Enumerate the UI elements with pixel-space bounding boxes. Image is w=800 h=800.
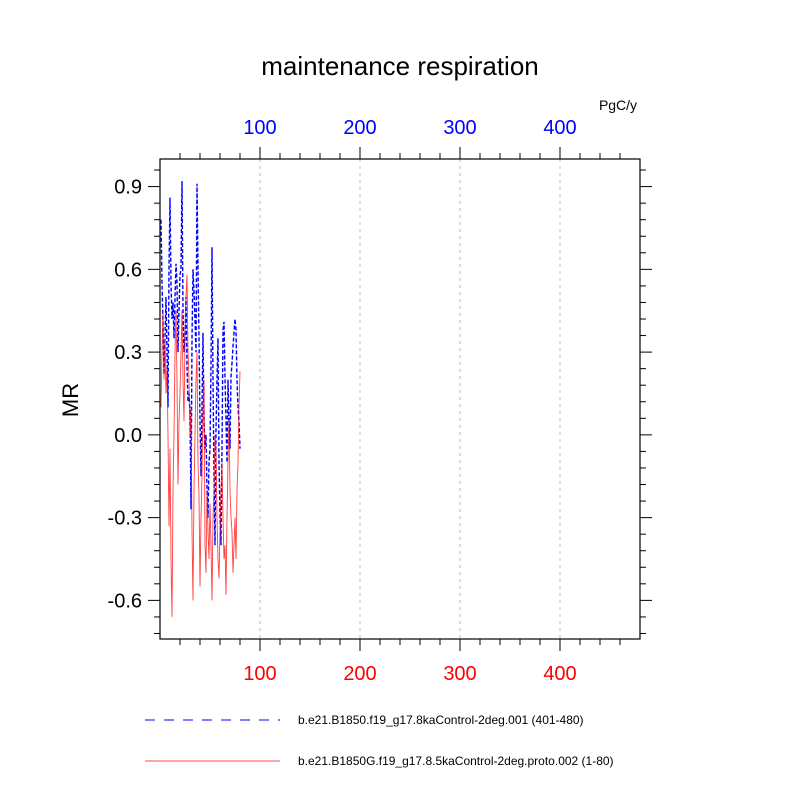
y-axis-label: MR bbox=[58, 383, 83, 417]
y-tick-label: 0.3 bbox=[114, 342, 142, 364]
plot-frame bbox=[159, 158, 641, 640]
y-tick-label: -0.6 bbox=[108, 590, 142, 612]
chart-title: maintenance respiration bbox=[261, 51, 539, 81]
x-tick-label-bottom: 400 bbox=[543, 663, 576, 685]
series-line-1 bbox=[160, 181, 241, 546]
x-tick-label-bottom: 200 bbox=[343, 663, 376, 685]
y-tick-label: -0.3 bbox=[108, 508, 142, 530]
top-axis-unit-label: PgC/y bbox=[599, 97, 637, 113]
plot-area: 100 100 200 200 300 300 400 400 -0.6 -0.3 0.0 0.3 0.… bbox=[108, 117, 652, 685]
x-tick-label-top: 100 bbox=[243, 117, 276, 139]
x-tick-label-bottom: 300 bbox=[443, 663, 476, 685]
x-tick-label-top: 300 bbox=[443, 117, 476, 139]
x-tick-label-top: 200 bbox=[343, 117, 376, 139]
y-tick-label: 0.6 bbox=[114, 259, 142, 281]
y-tick-label: 0.9 bbox=[114, 177, 142, 199]
x-tick-label-bottom: 100 bbox=[243, 663, 276, 685]
x-tick-label-top: 400 bbox=[543, 117, 576, 139]
legend-label-1: b.e21.B1850.f19_g17.8kaControl-2deg.001 … bbox=[298, 713, 584, 727]
y-tick-label: 0.0 bbox=[114, 425, 142, 447]
legend-label-2: b.e21.B1850G.f19_g17.8.5kaControl-2deg.p… bbox=[298, 754, 614, 768]
legend: b.e21.B1850.f19_g17.8kaControl-2deg.001 … bbox=[145, 713, 614, 768]
series-line-2 bbox=[160, 274, 241, 617]
